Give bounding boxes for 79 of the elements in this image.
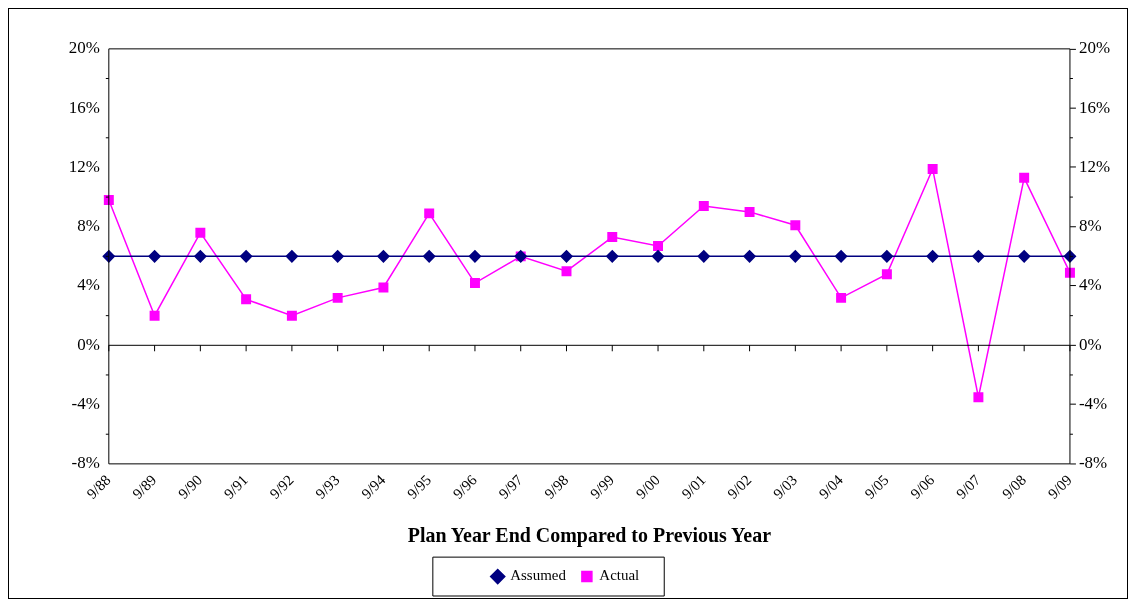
- point: [927, 163, 938, 174]
- point: [744, 206, 755, 217]
- point: [926, 250, 939, 263]
- x-tick-label: 9/09: [1044, 471, 1075, 502]
- y2-tick-label: 8%: [1078, 216, 1102, 236]
- point: [836, 292, 847, 303]
- point: [195, 227, 206, 238]
- x-tick-label: 9/97: [495, 471, 526, 502]
- x-tick-label: 9/00: [632, 471, 663, 502]
- point: [194, 250, 207, 263]
- point: [697, 250, 711, 263]
- x-tick-label: 9/96: [449, 471, 481, 502]
- y-tick-label: 8%: [77, 216, 100, 236]
- point: [651, 250, 665, 263]
- point: [1019, 172, 1030, 183]
- y2-tick-label: 20%: [1078, 38, 1110, 58]
- point: [241, 294, 252, 305]
- point: [285, 250, 299, 263]
- y2-tick-label: 0%: [1078, 334, 1102, 354]
- x-tick-label: 9/90: [175, 471, 206, 502]
- x-tick-label: 9/07: [953, 471, 984, 502]
- y2-tick-label: 12%: [1078, 156, 1110, 176]
- y2-tick-label: 16%: [1078, 97, 1110, 117]
- y-tick-label: 12%: [68, 156, 100, 176]
- x-tick-label: 9/91: [220, 471, 252, 502]
- x-tick-label: 9/93: [312, 471, 343, 502]
- point: [331, 250, 344, 263]
- point: [606, 250, 619, 263]
- x-tick-label: 9/92: [266, 471, 297, 502]
- legend-label: Assumed: [510, 567, 567, 584]
- point: [149, 310, 160, 321]
- x-tick-label: 9/06: [907, 471, 938, 502]
- point: [424, 208, 435, 219]
- point: [834, 250, 848, 263]
- y2-tick-label: -8%: [1078, 453, 1108, 473]
- x-tick-label: 9/08: [998, 471, 1030, 502]
- point: [286, 310, 297, 321]
- y2-tick-label: -4%: [1078, 394, 1108, 414]
- legend-label: Actual: [599, 567, 640, 584]
- point: [880, 250, 894, 263]
- x-tick-label: 9/05: [861, 471, 892, 502]
- point: [743, 250, 756, 263]
- x-tick-label: 9/99: [587, 471, 618, 502]
- point: [972, 250, 985, 263]
- x-tick-label: 9/94: [358, 471, 389, 502]
- point: [881, 269, 892, 280]
- point: [378, 282, 389, 293]
- y-tick-label: 16%: [68, 97, 100, 117]
- y-tick-label: 0%: [77, 334, 100, 354]
- point: [1017, 250, 1031, 263]
- y-tick-label: 20%: [68, 38, 100, 58]
- point: [607, 232, 618, 243]
- point: [239, 250, 253, 263]
- y-tick-label: 4%: [77, 275, 100, 295]
- point: [973, 392, 984, 403]
- x-tick-label: 9/89: [129, 471, 160, 502]
- y-tick-label: -8%: [71, 453, 100, 473]
- point: [653, 241, 664, 251]
- x-tick-label: 9/02: [724, 471, 755, 502]
- point: [377, 250, 390, 263]
- point: [790, 220, 801, 231]
- point: [789, 250, 802, 263]
- x-tick-label: 9/95: [403, 471, 435, 502]
- y2-tick-label: 4%: [1078, 275, 1102, 295]
- point: [332, 292, 343, 303]
- point: [469, 278, 480, 289]
- x-tick-label: 9/88: [83, 471, 114, 502]
- x-tick-label: 9/03: [770, 471, 801, 502]
- point: [561, 266, 572, 277]
- point: [698, 201, 709, 211]
- x-axis-title: Plan Year End Compared to Previous Year: [407, 524, 772, 548]
- x-tick-label: 9/04: [815, 471, 847, 502]
- point: [422, 250, 436, 263]
- point: [148, 250, 161, 263]
- x-tick-label: 9/01: [678, 471, 709, 502]
- point: [560, 250, 573, 263]
- point: [468, 250, 482, 263]
- x-tick-label: 9/98: [541, 471, 572, 502]
- y-tick-label: -4%: [71, 394, 100, 414]
